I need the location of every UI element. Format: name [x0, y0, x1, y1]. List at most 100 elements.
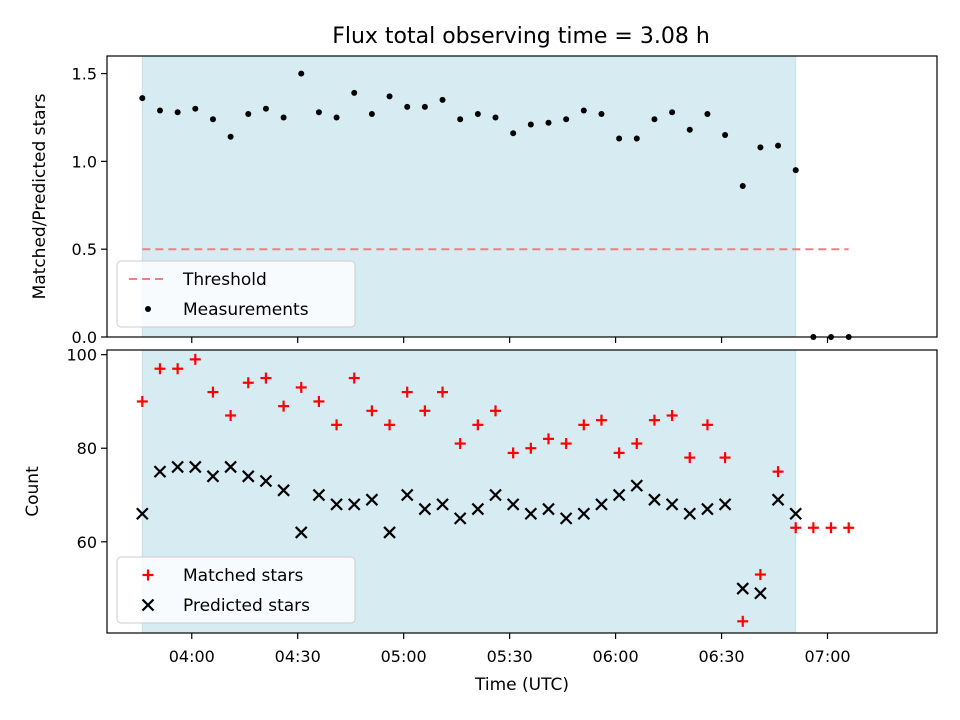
measurements-point [527, 121, 534, 128]
predicted-stars-point-b [630, 479, 644, 492]
measurements-point [563, 116, 570, 123]
predicted-stars-point-b [453, 512, 467, 525]
matched-stars-point [807, 522, 819, 534]
predicted-stars-point-b [136, 507, 149, 520]
matched-stars-point [225, 409, 237, 421]
measurements-point [421, 103, 428, 110]
matched-stars-point [490, 405, 502, 417]
predicted-stars-point [630, 479, 644, 492]
predicted-stars-point-b [701, 502, 714, 516]
predicted-stars-point [524, 507, 538, 520]
measurements-point [139, 95, 146, 102]
predicted-stars-point-b [683, 507, 697, 520]
predicted-stars-point [294, 526, 308, 539]
predicted-stars-point [277, 484, 290, 497]
axes-frame [106, 55, 938, 338]
measurements-point [156, 107, 163, 114]
matched-stars-point [260, 372, 272, 384]
matched-stars-point [331, 419, 343, 431]
measurements-point [633, 135, 640, 142]
predicted-stars-point-b [153, 465, 167, 478]
x-tick-label: 07:00 [804, 647, 850, 666]
matched-stars-point [525, 442, 537, 454]
measurements-point [669, 109, 676, 116]
measurements-point [474, 110, 481, 117]
matched-stars-point [613, 447, 625, 459]
measurements-point [209, 116, 216, 123]
measurements-point [262, 105, 269, 112]
measurements-point [174, 109, 181, 116]
predicted-stars-point-b [365, 493, 379, 506]
predicted-stars-point-b [312, 488, 326, 502]
measurements-point [280, 114, 287, 121]
measurements-point [404, 103, 411, 110]
matched-stars-point [595, 414, 607, 426]
y-tick-label: 60 [77, 533, 97, 552]
predicted-stars-point [347, 498, 361, 511]
matched-stars-point [207, 386, 219, 398]
matched-stars-point [542, 433, 554, 445]
legend-label: Matched stars [183, 566, 303, 586]
matched-stars-point [384, 419, 396, 431]
predicted-stars-point [612, 488, 626, 502]
matched-stars-point [278, 400, 290, 412]
legend-label: Predicted stars [183, 596, 310, 616]
matched-stars-point [754, 569, 766, 581]
legend-predicted-swatch-b [141, 598, 155, 612]
matched-stars-point [666, 409, 678, 421]
matched-stars-point [560, 438, 572, 450]
predicted-stars-point [789, 507, 803, 520]
axes-frame [106, 349, 938, 634]
legend: Matched stars Predicted stars [116, 556, 356, 624]
legend-predicted-swatch [141, 598, 155, 612]
measurements-point [315, 109, 322, 116]
matched-stars-point [648, 414, 660, 426]
legend-box [116, 260, 356, 328]
predicted-stars-point [259, 474, 273, 488]
measurements-point [298, 70, 305, 77]
predicted-stars-point-b [171, 460, 184, 474]
legend: Threshold Measurements [116, 260, 356, 328]
measurements-point [386, 93, 393, 100]
predicted-stars-point-b [259, 474, 273, 488]
measurements-point [510, 130, 517, 137]
x-tick-label: 06:00 [593, 647, 639, 666]
predicted-stars-point-b [771, 493, 785, 506]
matched-stars-point [631, 438, 643, 450]
matched-stars-point [313, 395, 325, 407]
predicted-stars-point [136, 507, 149, 520]
x-tick-label: 06:30 [698, 647, 744, 666]
legend-label: Threshold [182, 270, 267, 290]
predicted-stars-point [577, 507, 591, 520]
measurements-point [492, 114, 499, 121]
bottom-panel: 60 80 100 04:00 04:30 05:00 05:30 06:00 06:30 07:… [23, 346, 938, 695]
x-tick-label: 04:30 [275, 647, 321, 666]
predicted-stars-point [365, 493, 379, 506]
y-axis-label: Count [23, 466, 43, 517]
predicted-stars-point [542, 502, 555, 516]
predicted-stars-point-b [506, 498, 520, 511]
measurements-point [227, 133, 234, 140]
measurements-point [457, 116, 464, 123]
measurements-point [245, 110, 252, 117]
predicted-stars-point-b [277, 484, 290, 497]
measurements-point [792, 167, 799, 174]
predicted-stars-point [330, 498, 343, 511]
measurements-point [775, 142, 782, 149]
predicted-stars-point [241, 470, 255, 483]
predicted-stars-point-b [400, 488, 414, 502]
measurements-point [598, 110, 605, 117]
predicted-stars-point-b [648, 493, 661, 506]
predicted-stars-point-b [189, 460, 202, 474]
matched-stars-point [719, 452, 731, 464]
predicted-stars-point [383, 526, 396, 539]
predicted-stars-point-b [330, 498, 343, 511]
legend-label: Measurements [183, 300, 309, 320]
predicted-stars-point-b [241, 470, 255, 483]
predicted-stars-point-b [206, 470, 220, 483]
matched-stars-point [348, 372, 360, 384]
predicted-stars-point [559, 512, 573, 525]
predicted-stars-point [206, 470, 220, 483]
predicted-stars-point-b [718, 498, 732, 511]
